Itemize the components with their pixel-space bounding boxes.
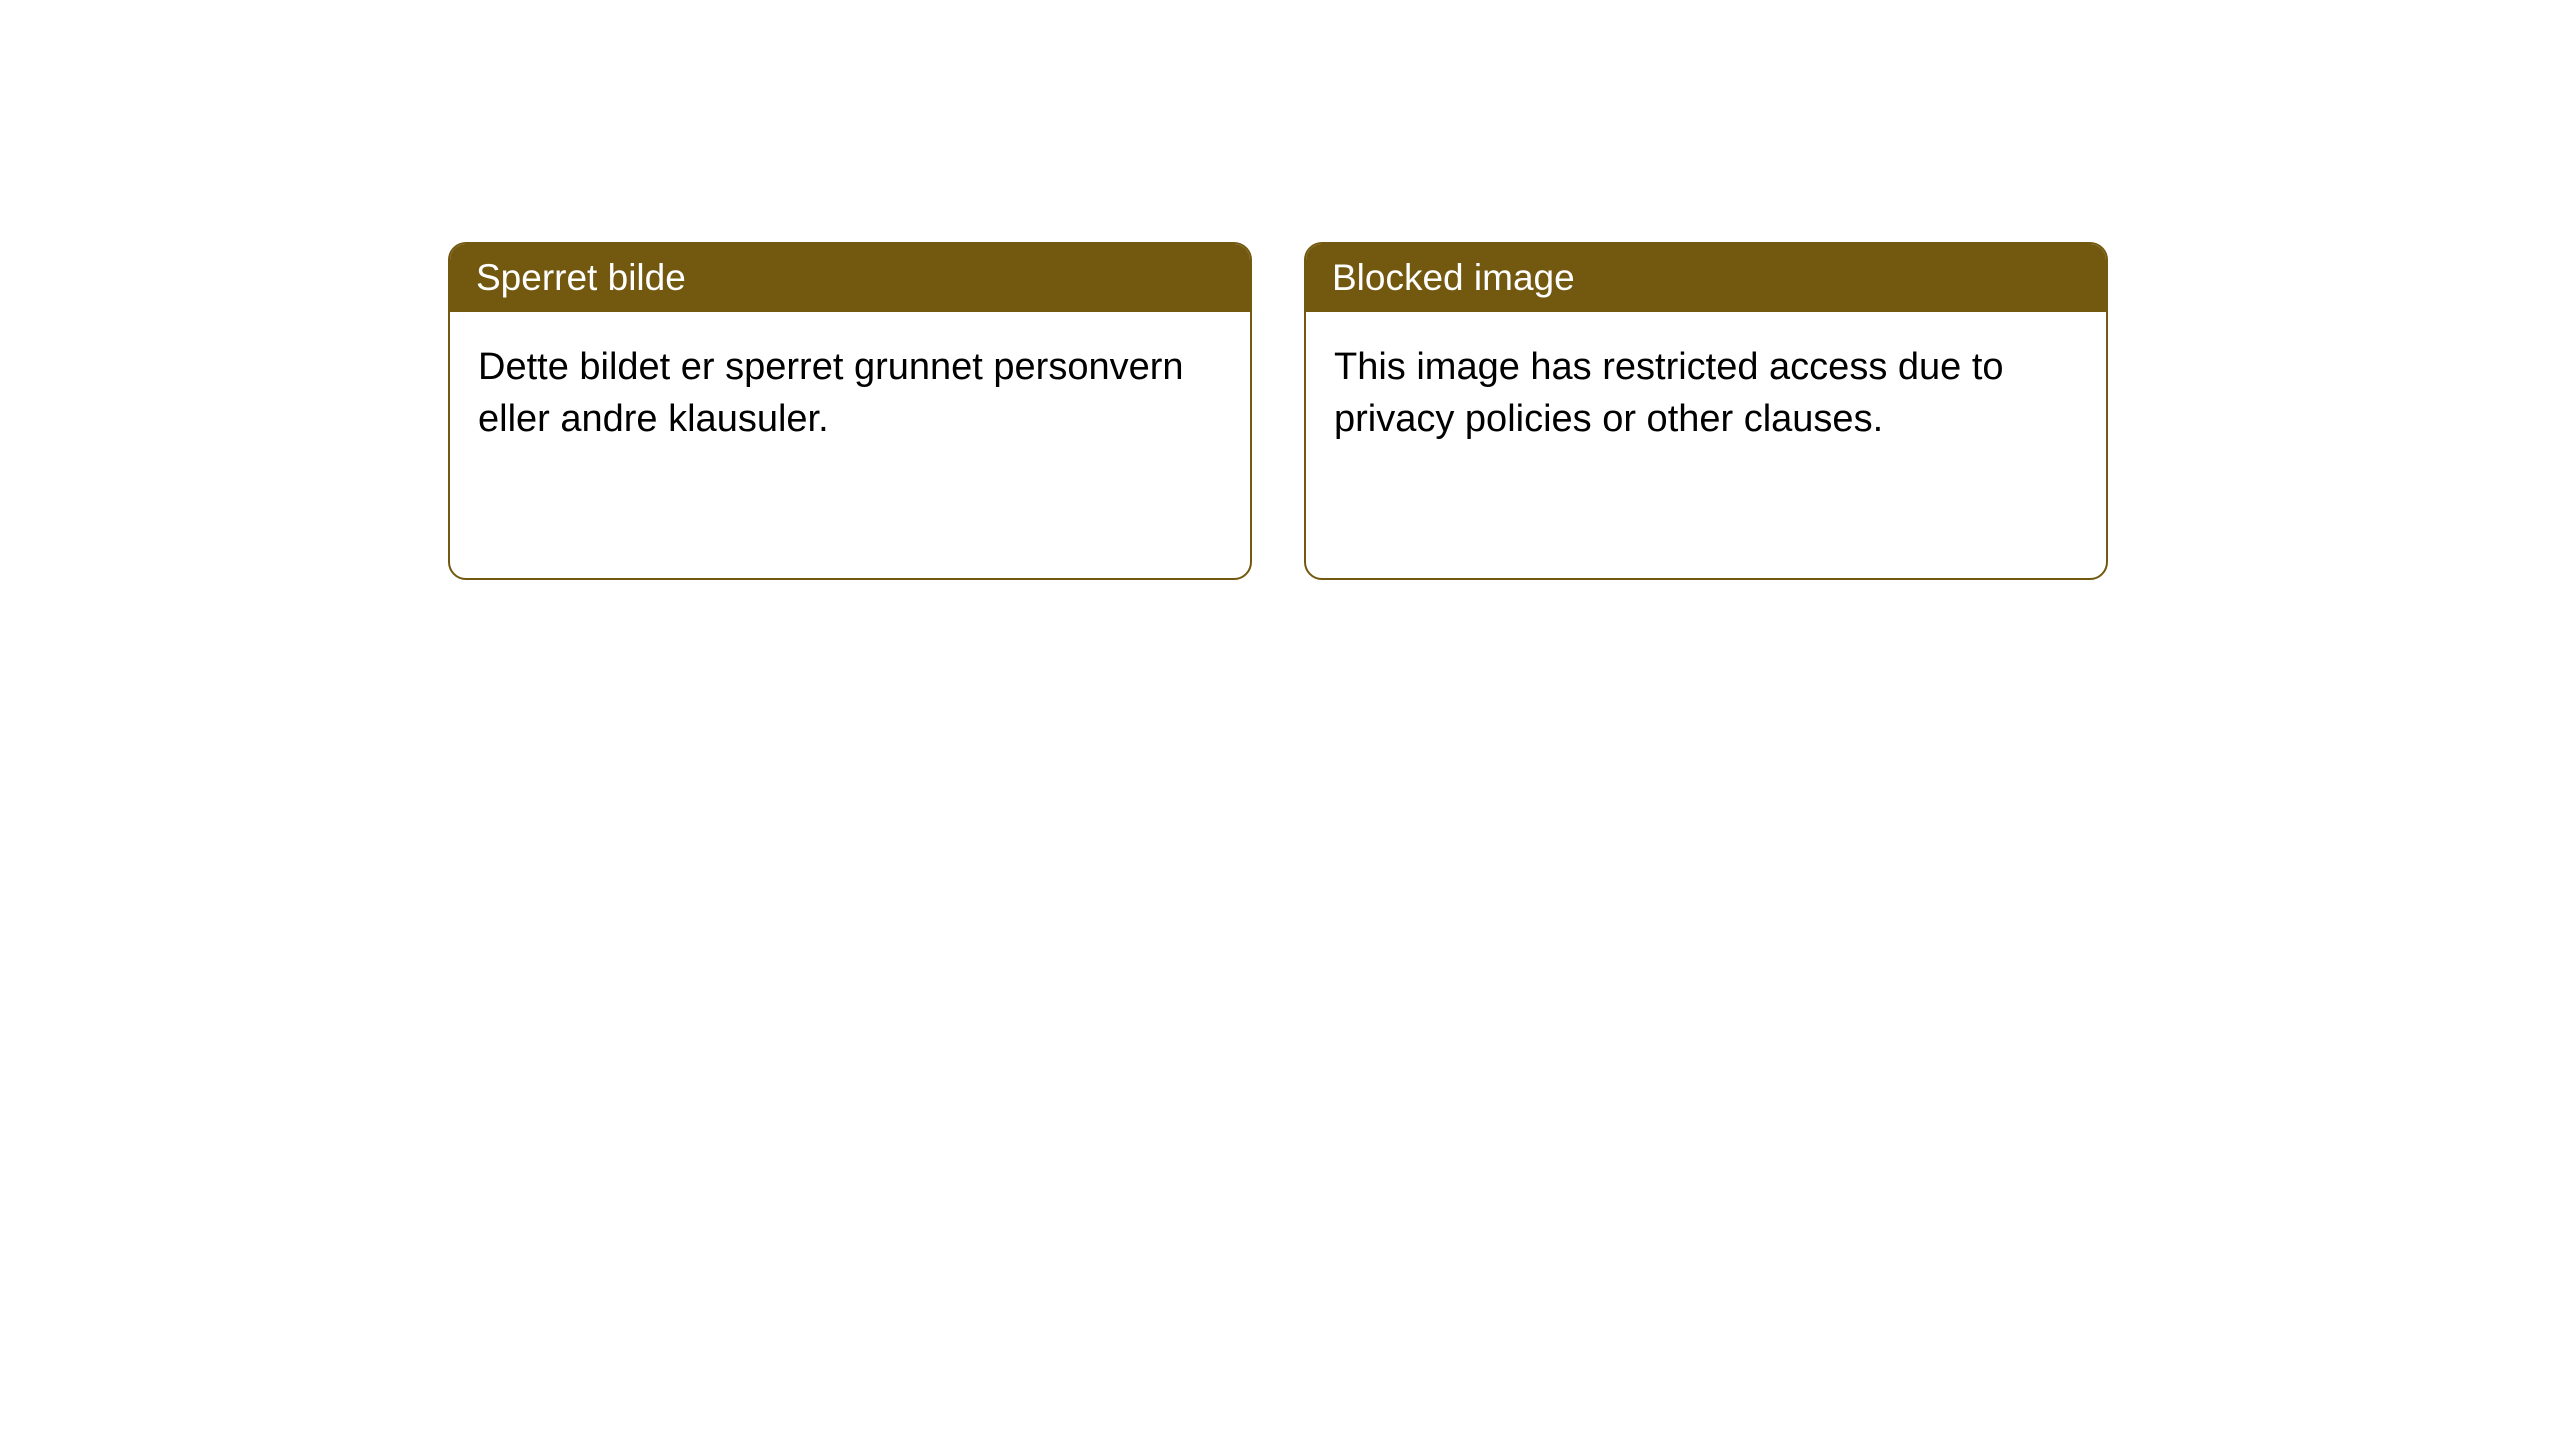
notice-card-norwegian: Sperret bilde Dette bildet er sperret gr… — [448, 242, 1252, 580]
notice-header: Blocked image — [1306, 244, 2106, 312]
notice-cards-container: Sperret bilde Dette bildet er sperret gr… — [448, 242, 2108, 580]
notice-header: Sperret bilde — [450, 244, 1250, 312]
notice-body: Dette bildet er sperret grunnet personve… — [450, 312, 1250, 475]
notice-body: This image has restricted access due to … — [1306, 312, 2106, 475]
notice-card-english: Blocked image This image has restricted … — [1304, 242, 2108, 580]
